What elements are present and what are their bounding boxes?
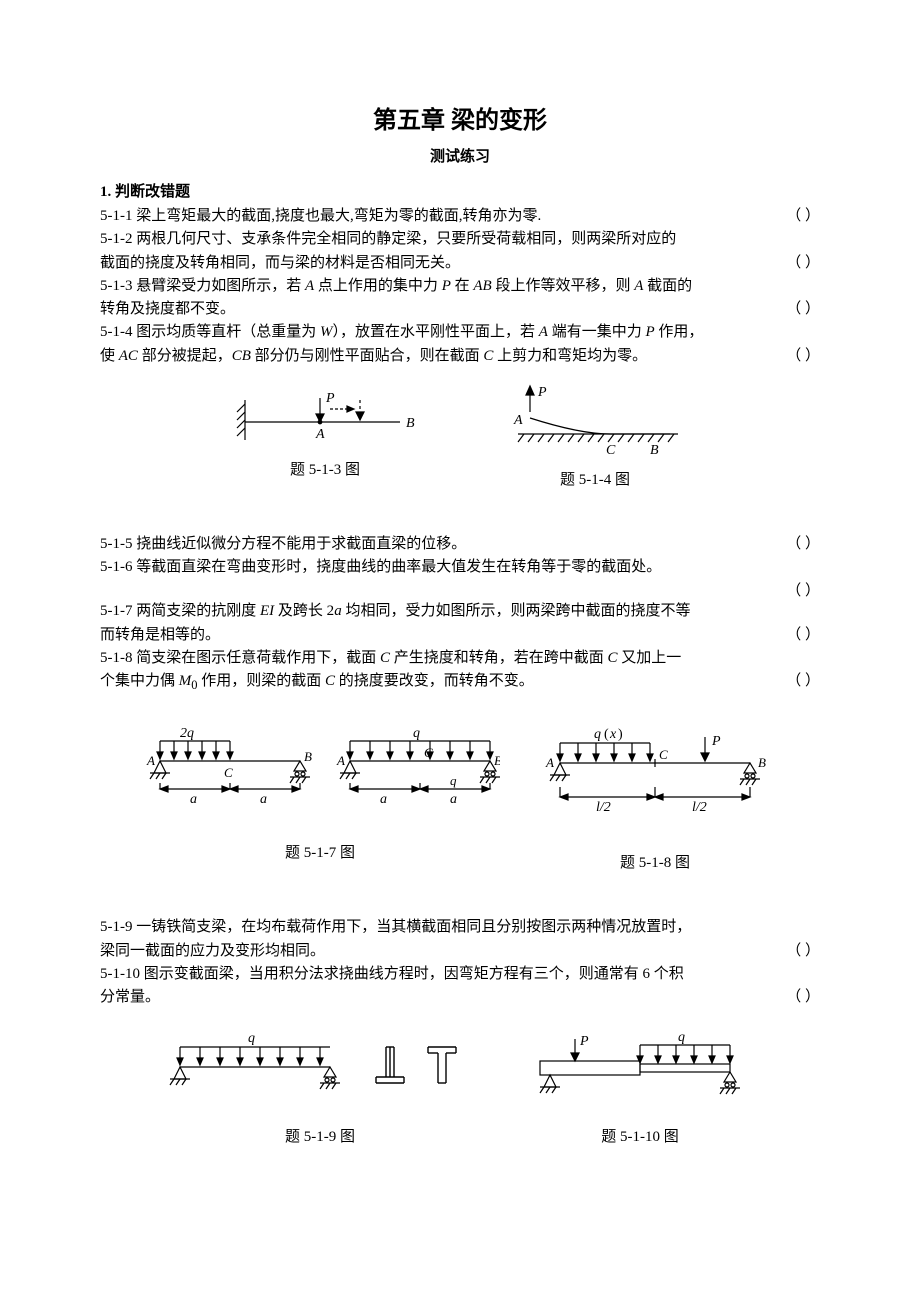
q-text: 分常量。: [100, 986, 778, 1009]
answer-paren: （ ）: [786, 345, 820, 368]
svg-text:P: P: [537, 385, 547, 400]
figure-5-1-10: P q 题 5-1-10 图: [520, 1029, 760, 1146]
figure-caption: 题 5-1-4 图: [560, 468, 630, 489]
svg-text:C: C: [606, 443, 616, 458]
section-head-1: 1. 判断改错题: [100, 180, 820, 201]
svg-text:C: C: [224, 765, 233, 780]
chapter-title: 第五章 梁的变形: [100, 100, 820, 135]
svg-text:P: P: [711, 734, 721, 749]
question-5-1-8-line2: 个集中力偶 M0 作用，则梁的截面 C 的挠度要改变，而转角不变。 （ ）: [100, 670, 820, 695]
answer-paren: （ ）: [100, 579, 820, 600]
question-5-1-9-line1: 5-1-9 一铸铁简支梁，在均布载荷作用下，当其横截面相同且分别按图示两种情况放…: [100, 916, 820, 939]
diagram-5-1-4: P A C B: [490, 382, 700, 462]
figure-caption: 题 5-1-3 图: [290, 458, 360, 479]
svg-text:B: B: [650, 443, 659, 458]
diagram-5-1-10: P q: [520, 1029, 760, 1119]
svg-text:): ): [618, 727, 623, 742]
figure-5-1-3: P A B 题 5-1-3 图: [220, 382, 430, 489]
svg-text:P: P: [579, 1034, 589, 1049]
question-5-1-7-line2: 而转角是相等的。 （ ）: [100, 624, 820, 647]
question-5-1-3-line2: 转角及挠度都不变。 （ ）: [100, 298, 820, 321]
answer-paren: （ ）: [786, 205, 820, 228]
svg-text:A: A: [545, 755, 554, 770]
svg-text:A: A: [146, 753, 155, 768]
diagram-5-1-8: q ( x ) P A C B l/2 l/2: [530, 725, 780, 845]
answer-paren: （ ）: [786, 624, 820, 647]
figure-5-1-8: q ( x ) P A C B l/2 l/2 题 5-1-8 图: [530, 725, 780, 872]
question-5-1-1: 5-1-1 梁上弯矩最大的截面,挠度也最大,弯矩为零的截面,转角亦为零. （ ）: [100, 205, 820, 228]
question-5-1-4-line2: 使 AC 部分被提起，CB 部分仍与刚性平面贴合，则在截面 C 上剪力和弯矩均为…: [100, 345, 820, 368]
svg-text:P: P: [325, 391, 335, 406]
subtitle: 测试练习: [100, 145, 820, 166]
svg-text:C: C: [424, 745, 433, 760]
svg-text:l/2: l/2: [692, 800, 707, 815]
question-5-1-2-line2: 截面的挠度及转角相同，而与梁的材料是否相同无关。 （ ）: [100, 252, 820, 275]
q-text: 5-1-5 挠曲线近似微分方程不能用于求截面直梁的位移。: [100, 533, 778, 556]
answer-paren: （ ）: [786, 670, 820, 693]
svg-text:x: x: [609, 727, 617, 742]
figure-5-1-9: q: [160, 1029, 480, 1146]
svg-text:q: q: [450, 773, 457, 788]
svg-text:A: A: [315, 427, 325, 442]
answer-paren: （ ）: [786, 940, 820, 963]
svg-text:B: B: [304, 749, 312, 764]
answer-paren: （ ）: [786, 252, 820, 275]
q-text: 截面的挠度及转角相同，而与梁的材料是否相同无关。: [100, 252, 778, 275]
svg-text:a: a: [190, 792, 197, 807]
svg-text:(: (: [604, 727, 609, 742]
q-text: 梁同一截面的应力及变形均相同。: [100, 940, 778, 963]
svg-text:B: B: [494, 753, 500, 768]
question-5-1-7-line1: 5-1-7 两简支梁的抗刚度 EI 及跨长 2a 均相同，受力如图所示，则两梁跨…: [100, 600, 820, 623]
figure-caption: 题 5-1-10 图: [601, 1125, 679, 1146]
svg-text:q: q: [413, 726, 420, 741]
svg-text:A: A: [513, 413, 523, 428]
figure-row-1: P A B 题 5-1-3 图: [100, 382, 820, 489]
figure-caption: 题 5-1-8 图: [620, 851, 690, 872]
question-5-1-9-line2: 梁同一截面的应力及变形均相同。 （ ）: [100, 940, 820, 963]
question-5-1-4-line1: 5-1-4 图示均质等直杆（总重量为 W），放置在水平刚性平面上，若 A 端有一…: [100, 321, 820, 344]
question-5-1-10-line1: 5-1-10 图示变截面梁，当用积分法求挠曲线方程时，因弯矩方程有三个，则通常有…: [100, 963, 820, 986]
svg-text:q: q: [678, 1030, 685, 1045]
figure-5-1-4: P A C B 题 5-1-4 图: [490, 382, 700, 489]
svg-text:a: a: [450, 792, 457, 807]
q-text: 而转角是相等的。: [100, 624, 778, 647]
figure-row-3: q: [100, 1029, 820, 1146]
diagram-5-1-7: 2q A C B a a: [140, 725, 500, 835]
page-container: 第五章 梁的变形 测试练习 1. 判断改错题 5-1-1 梁上弯矩最大的截面,挠…: [0, 0, 920, 1244]
question-5-1-2-line1: 5-1-2 两根几何尺寸、支承条件完全相同的静定梁，只要所受荷载相同，则两梁所对…: [100, 228, 820, 251]
diagram-5-1-3: P A B: [220, 382, 430, 452]
svg-text:a: a: [260, 792, 267, 807]
svg-text:A: A: [336, 753, 345, 768]
figure-caption: 题 5-1-9 图: [285, 1125, 355, 1146]
svg-text:C: C: [659, 747, 668, 762]
q-text: 转角及挠度都不变。: [100, 298, 778, 321]
figure-caption: 题 5-1-7 图: [285, 841, 355, 862]
answer-paren: （ ）: [786, 533, 820, 556]
answer-paren: （ ）: [786, 298, 820, 321]
svg-text:2q: 2q: [180, 726, 194, 741]
figure-row-2: 2q A C B a a: [100, 725, 820, 872]
q-text: 5-1-1 梁上弯矩最大的截面,挠度也最大,弯矩为零的截面,转角亦为零.: [100, 205, 778, 228]
svg-text:B: B: [758, 755, 766, 770]
svg-text:a: a: [380, 792, 387, 807]
q-text: 个集中力偶 M0 作用，则梁的截面 C 的挠度要改变，而转角不变。: [100, 670, 778, 695]
q-text: 使 AC 部分被提起，CB 部分仍与刚性平面贴合，则在截面 C 上剪力和弯矩均为…: [100, 345, 778, 368]
question-5-1-6: 5-1-6 等截面直梁在弯曲变形时，挠度曲线的曲率最大值发生在转角等于零的截面处…: [100, 556, 820, 579]
question-5-1-10-line2: 分常量。 （ ）: [100, 986, 820, 1009]
svg-text:B: B: [406, 416, 415, 431]
question-5-1-8-line1: 5-1-8 简支梁在图示任意荷载作用下，截面 C 产生挠度和转角，若在跨中截面 …: [100, 647, 820, 670]
diagram-5-1-9: q: [160, 1029, 480, 1119]
figure-5-1-7: 2q A C B a a: [140, 725, 500, 872]
svg-text:q: q: [594, 727, 601, 742]
svg-text:l/2: l/2: [596, 800, 611, 815]
svg-text:q: q: [248, 1031, 255, 1046]
question-5-1-3-line1: 5-1-3 悬臂梁受力如图所示，若 A 点上作用的集中力 P 在 AB 段上作等…: [100, 275, 820, 298]
answer-paren: （ ）: [786, 986, 820, 1009]
question-5-1-5: 5-1-5 挠曲线近似微分方程不能用于求截面直梁的位移。 （ ）: [100, 533, 820, 556]
